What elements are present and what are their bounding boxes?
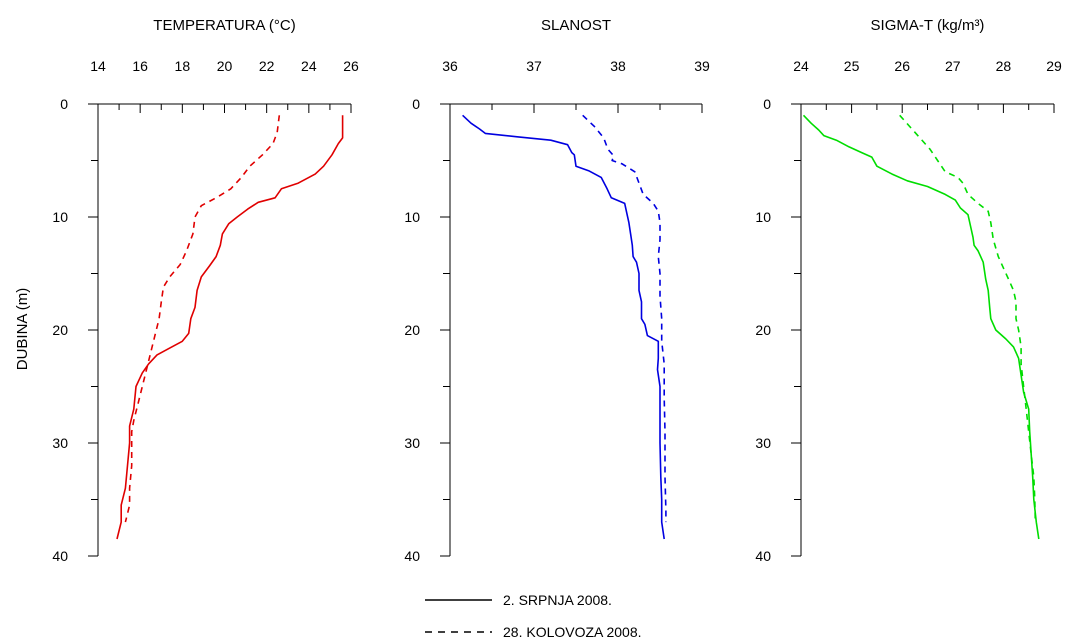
sal-y-tick-label: 30	[404, 435, 420, 451]
sigma-x-tick-label: 25	[844, 58, 860, 74]
sigma-series-srpanj	[802, 114, 1040, 540]
y-axis-label: DUBINA (m)	[14, 288, 31, 371]
temp-y-tick-label: 20	[52, 322, 68, 338]
sigma-x-tick-label: 29	[1046, 58, 1062, 74]
temperature-panel: 14 16 18 20 22 24 26 0 10 20 30 40 TEMPERATURA (°C)	[52, 17, 359, 564]
sigma-x-tick-label: 24	[793, 58, 809, 74]
temp-x-tick-label: 14	[90, 58, 106, 74]
legend-label-dashed: 28. KOLOVOZA 2008.	[503, 624, 642, 640]
sal-title: SLANOST	[541, 17, 611, 34]
legend-label-solid: 2. SRPNJA 2008.	[503, 592, 612, 608]
sal-x-tick-label: 38	[610, 58, 626, 74]
sigma-x-tick-label: 27	[945, 58, 961, 74]
sigma-y-tick-label: 20	[755, 322, 771, 338]
temp-x-tick-label: 26	[343, 58, 359, 74]
temp-x-tick-label: 16	[132, 58, 148, 74]
sal-x-tick-label: 36	[442, 58, 458, 74]
temp-title: TEMPERATURA (°C)	[153, 17, 295, 34]
temp-x-tick-label: 20	[217, 58, 233, 74]
temp-y-tick-label: 40	[52, 548, 68, 564]
sal-y-tick-label: 0	[412, 96, 420, 112]
sal-x-tick-label: 39	[694, 58, 710, 74]
legend: 2. SRPNJA 2008. 28. KOLOVOZA 2008.	[425, 592, 642, 640]
salinity-panel: 36 37 38 39 0 10 20 30 40 SLANOST	[404, 17, 710, 564]
sigma-x-tick-label: 26	[894, 58, 910, 74]
temp-x-tick-label: 18	[175, 58, 191, 74]
sigma-y-tick-label: 30	[755, 435, 771, 451]
sigma-series-kolovoz	[899, 114, 1037, 523]
sal-series-kolovoz	[582, 114, 667, 523]
sigma-title: SIGMA-T (kg/m³)	[871, 17, 985, 34]
sal-y-tick-label: 10	[404, 209, 420, 225]
temp-y-tick-label: 30	[52, 435, 68, 451]
sigma-y-tick-label: 10	[755, 209, 771, 225]
temp-x-tick-label: 24	[301, 58, 317, 74]
sal-y-tick-label: 40	[404, 548, 420, 564]
sal-y-tick-label: 20	[404, 322, 420, 338]
sigma-y-tick-label: 0	[763, 96, 771, 112]
temp-y-tick-label: 0	[60, 96, 68, 112]
sal-series-srpanj	[462, 114, 665, 540]
temp-series-srpanj	[116, 115, 344, 540]
temp-series-kolovoz	[124, 115, 281, 523]
sigma-t-panel: 24 25 26 27 28 29 0 10 20 30 40 SIGMA-T (kg/m³)	[755, 17, 1062, 564]
sigma-x-tick-label: 28	[996, 58, 1012, 74]
temp-x-tick-label: 22	[259, 58, 275, 74]
sigma-y-tick-label: 40	[755, 548, 771, 564]
temp-y-tick-label: 10	[52, 209, 68, 225]
sal-x-tick-label: 37	[526, 58, 542, 74]
